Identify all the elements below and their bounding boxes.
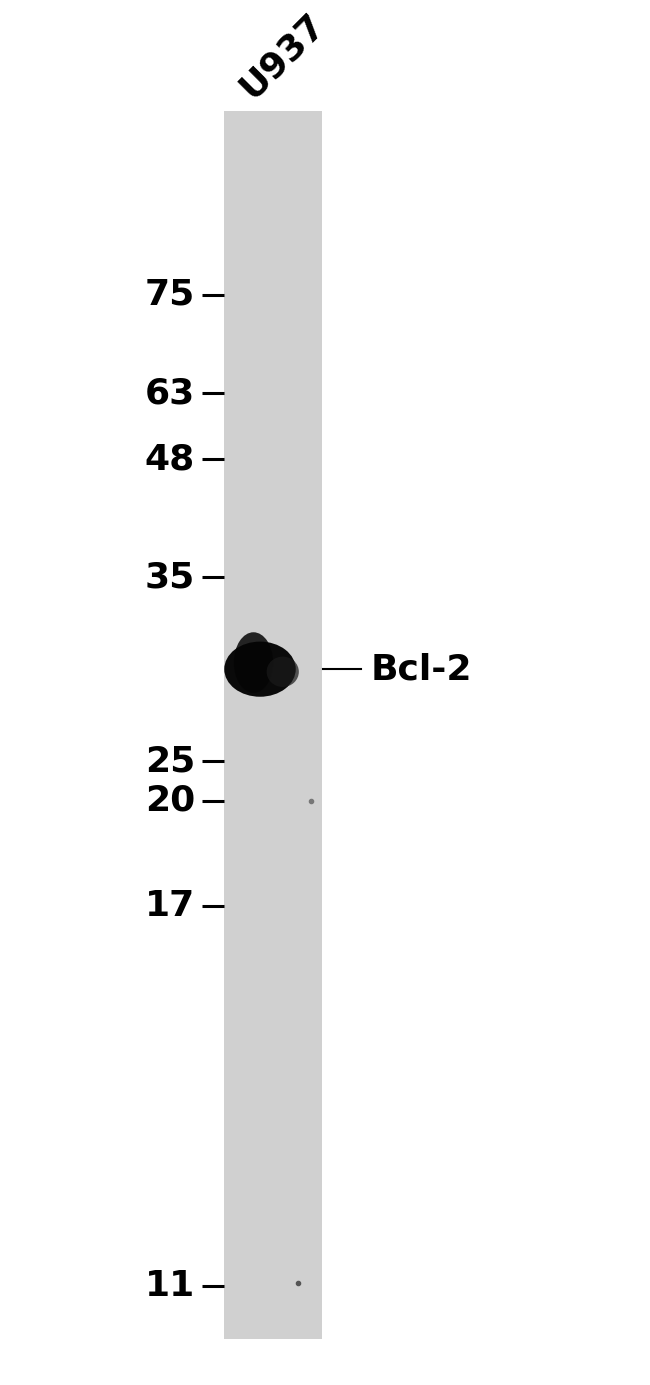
Text: 25: 25: [145, 744, 195, 778]
Text: 11: 11: [145, 1270, 195, 1303]
FancyBboxPatch shape: [224, 111, 322, 1339]
Text: 17: 17: [145, 889, 195, 922]
Ellipse shape: [224, 641, 296, 697]
Text: 35: 35: [145, 560, 195, 594]
Text: U937: U937: [233, 6, 331, 104]
Text: 63: 63: [145, 377, 195, 410]
Ellipse shape: [266, 656, 299, 687]
Text: 20: 20: [145, 784, 195, 817]
Text: 75: 75: [145, 278, 195, 312]
Ellipse shape: [234, 633, 273, 692]
Text: 48: 48: [145, 442, 195, 476]
Text: Bcl-2: Bcl-2: [370, 652, 472, 686]
